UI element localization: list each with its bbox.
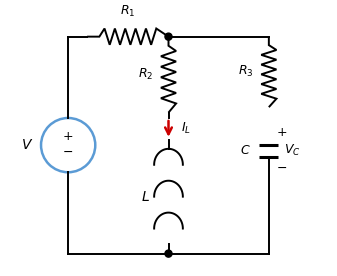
Text: −: − <box>277 162 288 175</box>
Text: −: − <box>63 146 73 159</box>
Text: $C$: $C$ <box>240 144 251 157</box>
Text: $R_3$: $R_3$ <box>238 64 253 79</box>
Text: $R_2$: $R_2$ <box>138 67 153 82</box>
Text: $I_L$: $I_L$ <box>181 121 191 136</box>
Text: $L$: $L$ <box>141 190 150 204</box>
Circle shape <box>165 250 172 257</box>
Circle shape <box>165 33 172 40</box>
Text: +: + <box>277 126 288 139</box>
Text: $V_C$: $V_C$ <box>284 143 300 158</box>
Text: $R_1$: $R_1$ <box>120 4 135 19</box>
Text: $V$: $V$ <box>21 138 34 152</box>
Text: +: + <box>63 130 73 143</box>
